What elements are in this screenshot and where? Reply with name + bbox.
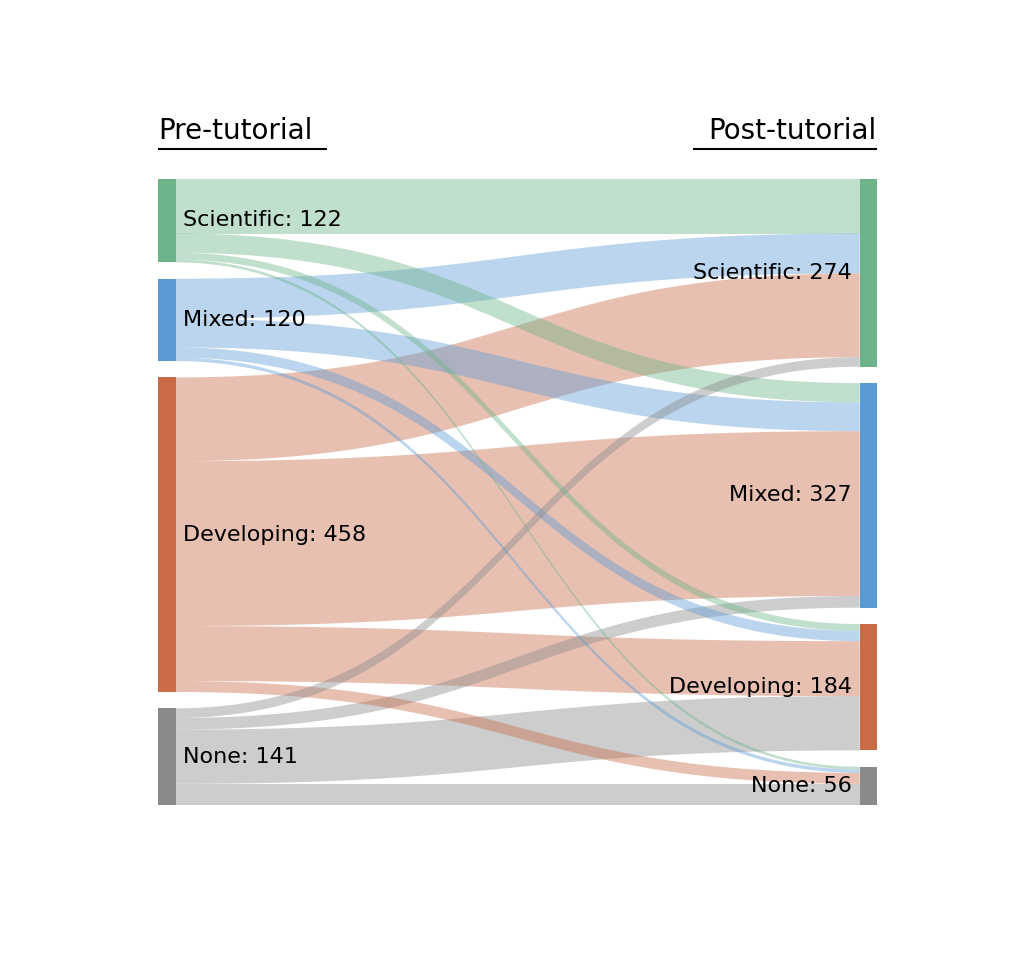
Polygon shape xyxy=(176,431,860,626)
Bar xyxy=(159,709,176,805)
Polygon shape xyxy=(176,178,860,234)
Text: Developing: 184: Developing: 184 xyxy=(669,677,851,697)
Bar xyxy=(860,178,877,367)
Bar xyxy=(159,178,176,262)
Polygon shape xyxy=(176,252,860,631)
Polygon shape xyxy=(176,357,860,718)
Polygon shape xyxy=(176,348,860,641)
Text: Pre-tutorial: Pre-tutorial xyxy=(159,117,313,145)
Bar xyxy=(159,377,176,692)
Text: Mixed: 120: Mixed: 120 xyxy=(184,310,306,330)
Text: Scientific: 122: Scientific: 122 xyxy=(184,211,342,230)
Text: Scientific: 274: Scientific: 274 xyxy=(693,263,851,283)
Bar xyxy=(860,383,877,608)
Text: None: 56: None: 56 xyxy=(751,776,851,796)
Text: None: 141: None: 141 xyxy=(184,746,298,767)
Bar xyxy=(860,767,877,805)
Polygon shape xyxy=(176,234,860,403)
Polygon shape xyxy=(176,596,860,730)
Text: Post-tutorial: Post-tutorial xyxy=(709,117,877,145)
Polygon shape xyxy=(176,626,860,696)
Polygon shape xyxy=(176,260,860,769)
Polygon shape xyxy=(176,319,860,431)
Text: Mixed: 327: Mixed: 327 xyxy=(729,485,851,506)
Polygon shape xyxy=(176,357,860,773)
Bar xyxy=(159,278,176,361)
Polygon shape xyxy=(176,273,860,461)
Polygon shape xyxy=(176,234,860,319)
Polygon shape xyxy=(176,784,860,805)
Polygon shape xyxy=(176,681,860,784)
Polygon shape xyxy=(176,696,860,784)
Bar xyxy=(860,624,877,750)
Text: Developing: 458: Developing: 458 xyxy=(184,525,367,545)
